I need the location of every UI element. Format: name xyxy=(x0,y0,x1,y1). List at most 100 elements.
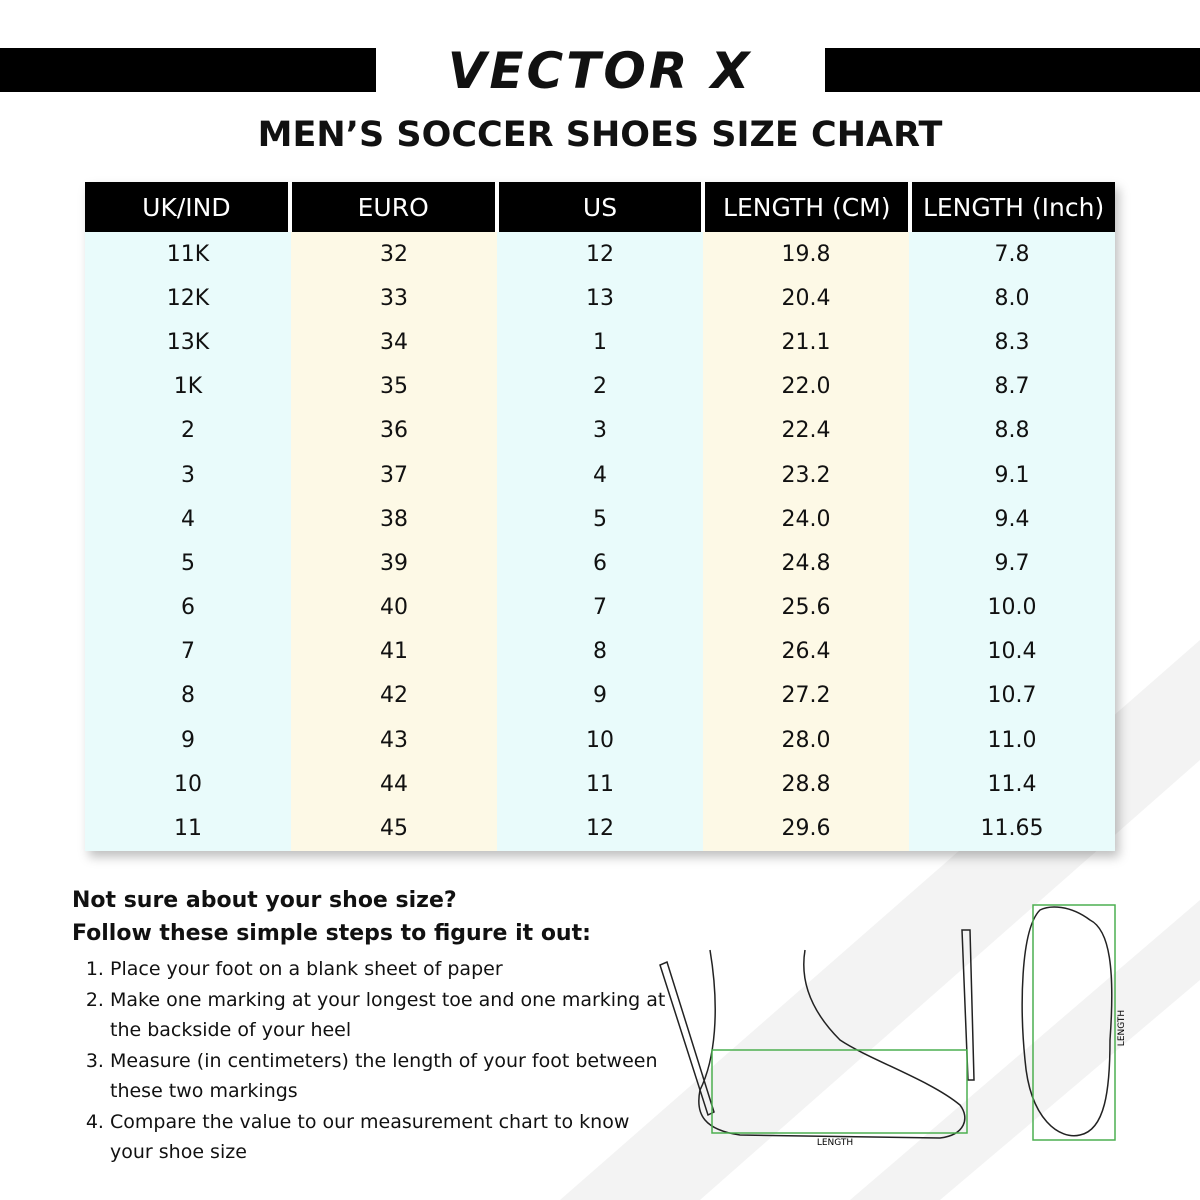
table-cell: 26.4 xyxy=(703,629,909,674)
header-cell: UK/IND xyxy=(85,182,288,232)
table-cell: 12 xyxy=(497,806,703,851)
table-cell: 40 xyxy=(291,585,497,630)
table-cell: 7 xyxy=(85,629,291,674)
table-cell: 22.4 xyxy=(703,408,909,453)
foot-diagram: LENGTH LENGTH xyxy=(659,904,1127,1148)
table-cell: 11.65 xyxy=(909,806,1115,851)
length-label: LENGTH xyxy=(817,1138,853,1148)
table-cell: 24.0 xyxy=(703,497,909,542)
table-cell: 2 xyxy=(497,364,703,409)
table-cell: 25.6 xyxy=(703,585,909,630)
table-row: 2 36 3 22.4 8.8 xyxy=(85,408,1115,453)
table-cell: 22.0 xyxy=(703,364,909,409)
table-cell: 35 xyxy=(291,364,497,409)
instructions-heading: Follow these simple steps to figure it o… xyxy=(72,921,591,946)
table-cell: 11 xyxy=(497,762,703,807)
table-cell: 11.4 xyxy=(909,762,1115,807)
table-cell: 39 xyxy=(291,541,497,586)
table-cell: 13K xyxy=(85,320,291,365)
table-row: 12K 33 13 20.4 8.0 xyxy=(85,276,1115,321)
table-cell: 11.0 xyxy=(909,718,1115,763)
table-cell: 28.8 xyxy=(703,762,909,807)
step: Measure (in centimeters) the length of y… xyxy=(110,1046,670,1107)
length-label: LENGTH xyxy=(1117,1010,1127,1046)
table-cell: 7.8 xyxy=(909,232,1115,277)
title: MEN’S SOCCER SHOES SIZE CHART xyxy=(257,115,943,155)
header-bar xyxy=(0,48,376,92)
header-cell: LENGTH (Inch) xyxy=(912,182,1115,232)
table-cell: 7 xyxy=(497,585,703,630)
table-cell: 44 xyxy=(291,762,497,807)
brand-logo: VECTOR X xyxy=(447,42,753,100)
table-cell: 9 xyxy=(497,673,703,719)
table-cell: 1K xyxy=(85,364,291,409)
step: Make one marking at your longest toe and… xyxy=(110,985,670,1046)
table-cell: 3 xyxy=(85,452,291,498)
table-cell: 8.7 xyxy=(909,364,1115,409)
table-row: 5 39 6 24.8 9.7 xyxy=(85,541,1115,586)
table-cell: 10.0 xyxy=(909,585,1115,630)
table-cell: 5 xyxy=(85,541,291,586)
table-cell: 2 xyxy=(85,408,291,453)
table-cell: 8 xyxy=(85,673,291,719)
header-cell: EURO xyxy=(291,182,495,232)
table-row: 7 41 8 26.4 10.4 xyxy=(85,629,1115,674)
header-cell: US xyxy=(498,182,702,232)
table-cell: 43 xyxy=(291,718,497,763)
table-cell: 13 xyxy=(497,276,703,321)
table-cell: 42 xyxy=(291,673,497,719)
table-cell: 10.4 xyxy=(909,629,1115,674)
table-cell: 37 xyxy=(291,452,497,498)
table-cell: 8.3 xyxy=(909,320,1115,365)
header-row: UK/IND EURO US LENGTH (CM) LENGTH (Inch) xyxy=(85,182,1115,232)
header-bar xyxy=(825,48,1200,92)
table-cell: 9.4 xyxy=(909,497,1115,542)
table-cell: 34 xyxy=(291,320,497,365)
table-cell: 4 xyxy=(85,497,291,542)
table-cell: 36 xyxy=(291,408,497,453)
step: Compare the value to our measurement cha… xyxy=(110,1107,670,1168)
table-cell: 24.8 xyxy=(703,541,909,586)
table-cell: 29.6 xyxy=(703,806,909,851)
table-cell: 3 xyxy=(497,408,703,453)
table-row: 9 43 10 28.0 11.0 xyxy=(85,718,1115,763)
table-cell: 19.8 xyxy=(703,232,909,277)
table-row: 11 45 12 29.6 11.65 xyxy=(85,806,1115,851)
header-cell: LENGTH (CM) xyxy=(705,182,909,232)
table-cell: 12 xyxy=(497,232,703,277)
table-cell: 27.2 xyxy=(703,673,909,719)
table-cell: 9 xyxy=(85,718,291,763)
table-cell: 8.8 xyxy=(909,408,1115,453)
table-cell: 28.0 xyxy=(703,718,909,763)
instructions: Not sure about your shoe size? Follow th… xyxy=(72,884,672,1168)
table-cell: 21.1 xyxy=(703,320,909,365)
table-cell: 5 xyxy=(497,497,703,542)
table-row: 3 37 4 23.2 9.1 xyxy=(85,452,1115,498)
table-cell: 38 xyxy=(291,497,497,542)
table-cell: 9.7 xyxy=(909,541,1115,586)
table-cell: 33 xyxy=(291,276,497,321)
table-cell: 1 xyxy=(497,320,703,365)
table-cell: 8 xyxy=(497,629,703,674)
table-row: 13K 34 1 21.1 8.3 xyxy=(85,320,1115,365)
size-table: UK/IND EURO US LENGTH (CM) LENGTH (Inch) 11K 3… xyxy=(85,182,1115,851)
table-cell: 20.4 xyxy=(703,276,909,321)
table-row: 1K 35 2 22.0 8.7 xyxy=(85,364,1115,409)
table-cell: 4 xyxy=(497,452,703,498)
instructions-heading: Not sure about your shoe size? xyxy=(72,888,457,913)
table-cell: 32 xyxy=(291,232,497,277)
table-cell: 11 xyxy=(85,806,291,851)
table-cell: 45 xyxy=(291,806,497,851)
table-cell: 41 xyxy=(291,629,497,674)
table-cell: 6 xyxy=(85,585,291,630)
table-cell: 10 xyxy=(85,762,291,807)
table-row: 6 40 7 25.6 10.0 xyxy=(85,585,1115,630)
table-row: 10 44 11 28.8 11.4 xyxy=(85,762,1115,807)
table-cell: 12K xyxy=(85,276,291,321)
steps-list: Place your foot on a blank sheet of pape… xyxy=(72,954,670,1168)
table-cell: 8.0 xyxy=(909,276,1115,321)
table-row: 8 42 9 27.2 10.7 xyxy=(85,673,1115,719)
table-cell: 23.2 xyxy=(703,452,909,498)
table-cell: 11K xyxy=(85,232,291,277)
